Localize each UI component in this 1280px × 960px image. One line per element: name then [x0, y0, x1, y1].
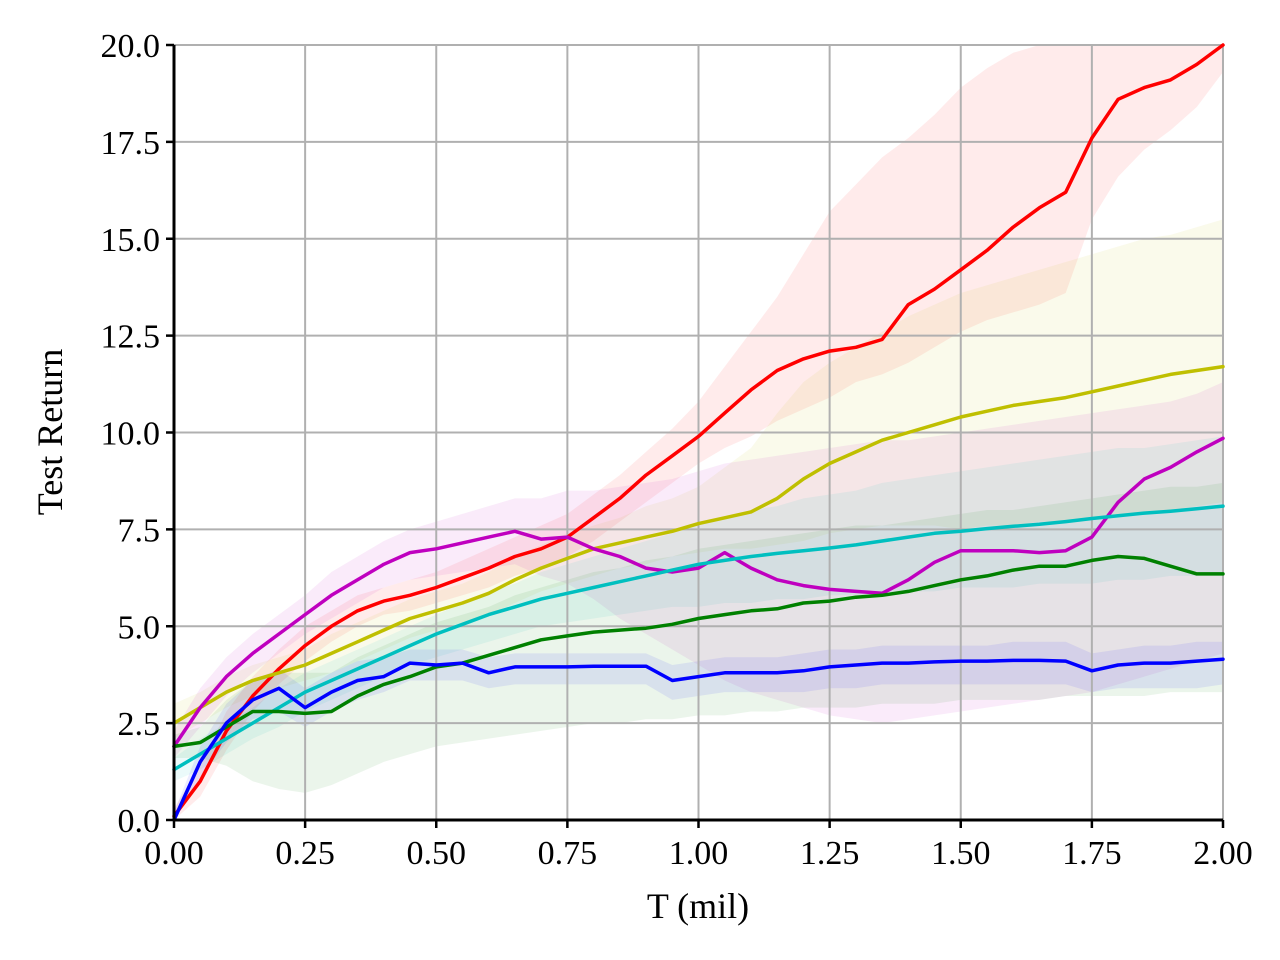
series-4-line — [172, 554, 1225, 749]
y-tick-label: 0.0 — [118, 803, 161, 840]
x-tick-label: 1.75 — [1062, 835, 1122, 872]
x-axis-label: T (mil) — [647, 886, 749, 926]
y-tick-label: 10.0 — [101, 416, 161, 453]
y-tick-label: 20.0 — [101, 28, 161, 65]
x-tick-label: 1.25 — [800, 835, 860, 872]
x-tick-label: 2.00 — [1193, 835, 1253, 872]
y-tick-label: 7.5 — [118, 512, 161, 549]
x-tick-label: 0.25 — [275, 835, 335, 872]
x-tick-label: 1.00 — [669, 835, 729, 872]
series-3-line — [172, 504, 1225, 772]
series-0-line — [172, 43, 1225, 818]
y-tick-label: 17.5 — [101, 125, 161, 162]
y-tick-label: 5.0 — [118, 609, 161, 646]
y-axis-label: Test Return — [30, 349, 70, 515]
y-axis-ticks: 0.0 2.5 5.0 7.5 10.0 12.5 15.0 17.5 20.0 — [101, 28, 174, 840]
x-tick-label: 0.50 — [407, 835, 467, 872]
series-lines — [172, 43, 1225, 822]
x-tick-label: 0.75 — [538, 835, 598, 872]
y-tick-label: 12.5 — [101, 319, 161, 356]
series-2-line — [172, 436, 1225, 749]
x-tick-label: 0.00 — [144, 835, 204, 872]
y-tick-label: 15.0 — [101, 222, 161, 259]
x-tick-label: 1.50 — [931, 835, 991, 872]
series-5-line — [172, 657, 1225, 822]
x-axis-ticks: 0.00 0.25 0.50 0.75 1.00 1.25 1.50 1.75 2.00 — [144, 820, 1253, 872]
y-tick-label: 2.5 — [118, 706, 161, 743]
series-1-line — [172, 364, 1225, 725]
